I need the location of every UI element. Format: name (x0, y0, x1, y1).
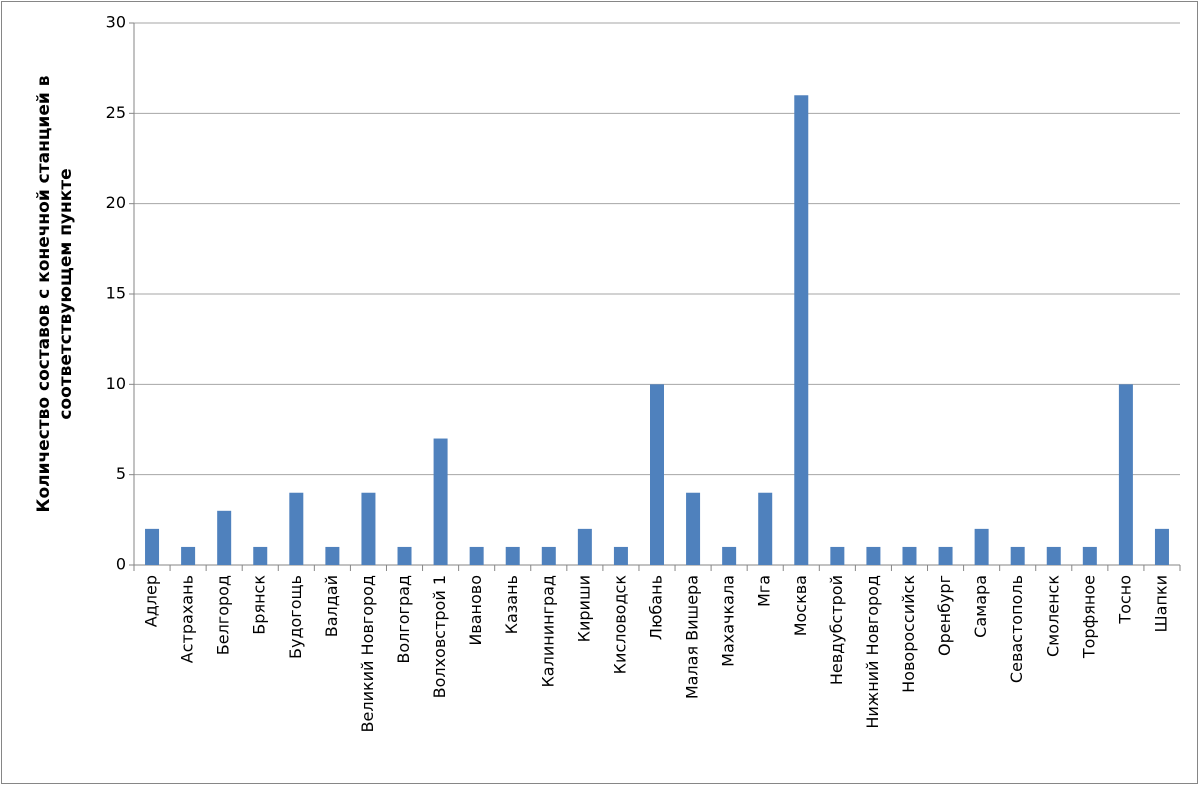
bar (1010, 546, 1025, 565)
x-tick-label: Оренбург (935, 575, 954, 656)
y-tick-label: 25 (106, 103, 126, 122)
bar (974, 528, 989, 565)
x-tick-label: Калининград (538, 575, 557, 688)
x-tick-label: Тосно (1115, 575, 1134, 625)
bar (325, 546, 340, 565)
x-tick-label: Иваново (466, 575, 485, 646)
x-tick-label: Нижний Новгород (863, 575, 882, 729)
bar (289, 492, 304, 565)
bar (902, 546, 917, 565)
bar (469, 546, 484, 565)
y-axis-label: Количество составов с конечной станцией … (34, 75, 54, 512)
y-tick-label: 0 (116, 555, 126, 574)
x-tick-label: Казань (502, 575, 521, 634)
x-tick-label: Белгород (214, 575, 233, 655)
bar (361, 492, 376, 565)
bar (253, 546, 268, 565)
x-tick-label: Невдубстрой (827, 575, 846, 685)
x-tick-label: Волховстрой 1 (430, 575, 449, 698)
bar (758, 492, 773, 565)
x-tick-label: Валдай (322, 575, 341, 637)
x-tick-label: Махачкала (719, 575, 738, 667)
bar (433, 438, 448, 565)
bar (1046, 546, 1061, 565)
x-tick-label: Будогощь (286, 575, 305, 659)
x-tick-label: Кисловодск (610, 575, 629, 675)
x-tick-label: Волгоград (394, 575, 413, 664)
bar (145, 528, 160, 565)
x-tick-label: Торфяное (1079, 575, 1098, 659)
x-tick-label: Шапки (1151, 575, 1170, 632)
y-tick-label: 30 (106, 13, 126, 32)
bar (181, 546, 196, 565)
y-axis-label: соответствующем пункте (56, 168, 76, 419)
y-tick-label: 10 (106, 374, 126, 393)
x-tick-label: Смоленск (1043, 575, 1062, 657)
x-tick-label: Великий Новгород (358, 575, 377, 732)
bar (217, 510, 232, 565)
x-tick-label: Адлер (142, 575, 161, 627)
x-tick-label: Кириши (574, 575, 593, 642)
bar (577, 528, 592, 565)
bar (938, 546, 953, 565)
x-tick-label: Брянск (250, 575, 269, 635)
x-tick-label: Малая Вишера (683, 575, 702, 699)
x-tick-label: Самара (971, 575, 990, 638)
bar (1118, 384, 1133, 565)
x-tick-label: Астрахань (178, 575, 197, 663)
bar (794, 95, 809, 566)
y-tick-label: 20 (106, 193, 126, 212)
x-tick-label: Мга (755, 575, 774, 607)
bar (1082, 546, 1097, 565)
bar (650, 384, 664, 565)
y-tick-label: 5 (116, 464, 126, 483)
bar (541, 546, 556, 565)
bar (722, 546, 737, 565)
y-tick-label: 15 (106, 284, 126, 303)
bar (505, 546, 520, 565)
x-tick-label: Москва (791, 575, 810, 636)
bar (830, 546, 845, 565)
bar (397, 546, 412, 565)
bar (866, 546, 881, 565)
bar (1154, 528, 1169, 565)
x-tick-label: Севастополь (1007, 575, 1026, 683)
bar (613, 546, 628, 565)
x-tick-label: Новороссийск (899, 575, 918, 693)
x-tick-label: Любань (647, 575, 666, 640)
bar (686, 492, 701, 565)
